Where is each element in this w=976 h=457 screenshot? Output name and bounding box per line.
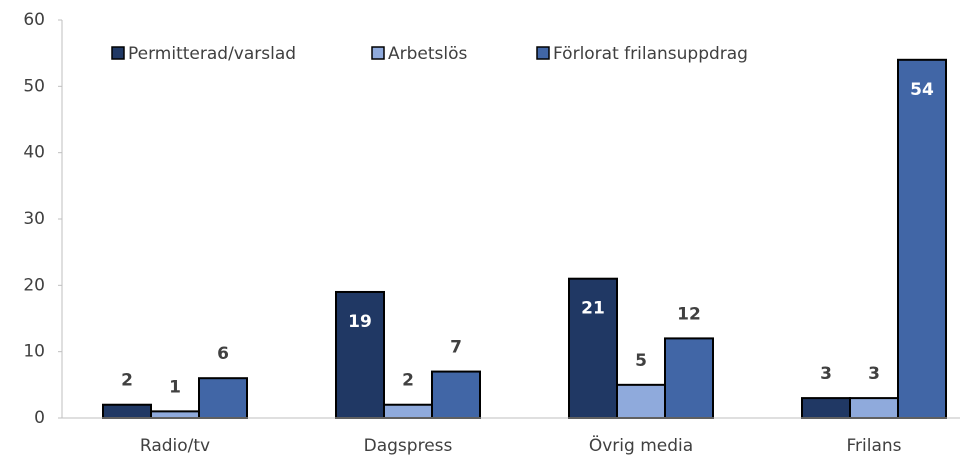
bar: [198, 377, 248, 420]
y-tick-label: 40: [23, 143, 45, 163]
y-tick-label: 10: [23, 342, 45, 362]
x-tick-label: Frilans: [846, 436, 901, 456]
bar: [431, 370, 481, 420]
bar: [616, 383, 666, 420]
data-label: 54: [910, 80, 934, 100]
y-tick-label: 50: [23, 76, 45, 96]
data-label: 21: [581, 299, 605, 319]
data-label: 7: [450, 338, 462, 358]
bar: [568, 277, 618, 420]
legend-swatch: [111, 46, 125, 60]
legend-label: Arbetslös: [388, 44, 468, 64]
data-label: 12: [677, 304, 701, 324]
data-label: 3: [868, 364, 880, 384]
legend-swatch: [536, 46, 550, 60]
data-label: 2: [121, 371, 133, 391]
legend-label: Permitterad/varslad: [128, 44, 296, 64]
bar: [664, 337, 714, 419]
legend-label: Förlorat frilansuppdrag: [553, 44, 748, 64]
bar: [102, 403, 152, 420]
y-tick-label: 20: [23, 275, 45, 295]
bar: [849, 397, 899, 420]
bar: [897, 58, 947, 420]
bar: [150, 410, 200, 420]
bar: [801, 397, 851, 420]
data-label: 6: [217, 344, 229, 364]
data-label: 5: [635, 351, 647, 371]
y-tick-label: 60: [23, 10, 45, 30]
x-tick-label: Radio/tv: [140, 436, 210, 456]
data-label: 19: [348, 312, 372, 332]
x-tick-label: Dagspress: [364, 436, 453, 456]
bar: [335, 290, 385, 420]
y-tick-label: 30: [23, 209, 45, 229]
data-label: 3: [820, 364, 832, 384]
bar: [383, 403, 433, 420]
data-label: 1: [169, 377, 181, 397]
data-label: 2: [402, 371, 414, 391]
y-tick-label: 0: [34, 408, 45, 428]
legend-swatch: [371, 46, 385, 60]
x-tick-label: Övrig media: [589, 434, 693, 456]
